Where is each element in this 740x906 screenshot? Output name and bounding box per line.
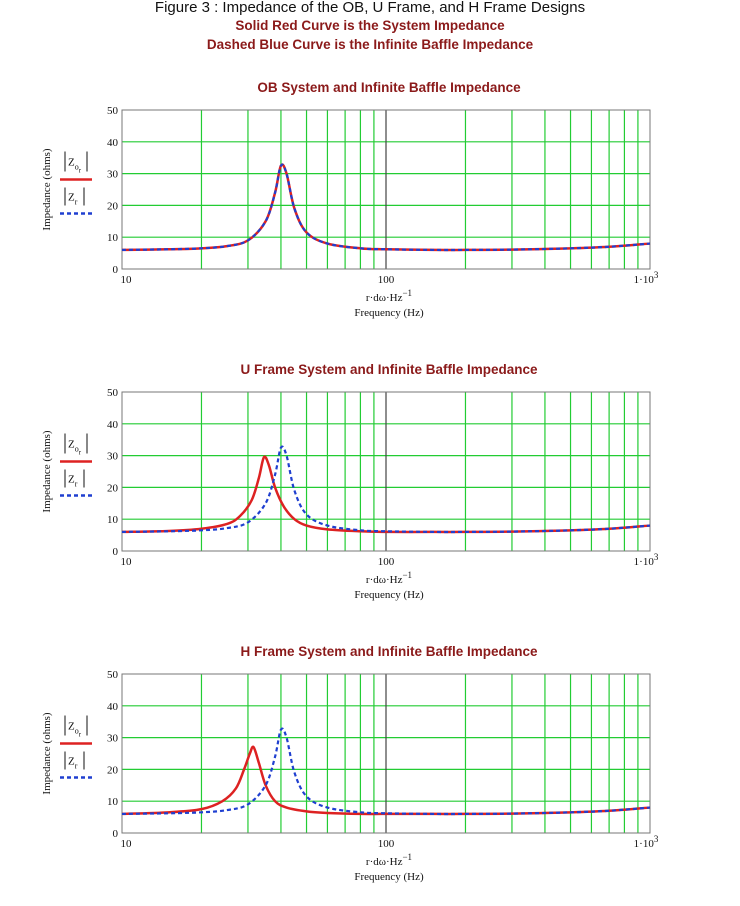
x-axis-expression-exponent: −1 (402, 570, 412, 580)
figure-subtitle-system: Solid Red Curve is the System Impedance (235, 18, 505, 33)
y-tick-label: 40 (107, 419, 119, 431)
chart-h-frame: H Frame System and Infinite Baffle Imped… (41, 644, 659, 883)
y-tick-label: 0 (113, 828, 119, 840)
legend: Zor Zr (60, 433, 92, 497)
series-line-baffle (121, 727, 651, 816)
x-tick-label: 100 (378, 556, 395, 568)
plot-frame (121, 391, 651, 552)
y-tick-label: 10 (107, 232, 119, 244)
legend-entry-system: Zor (68, 439, 82, 457)
legend: Zor Zr (60, 151, 92, 215)
x-tick-exponent: 3 (654, 552, 659, 562)
figure-subtitle-baffle: Dashed Blue Curve is the Infinite Baffle… (206, 37, 534, 52)
y-tick-label: 30 (107, 169, 119, 181)
x-tick-label: 100 (378, 274, 395, 286)
y-axis-label: Impedance (ohms) (41, 712, 53, 794)
x-axis-label: Frequency (Hz) (354, 589, 424, 601)
legend-entry-system: Zor (68, 721, 82, 739)
x-axis-expression: r·dω·Hz−1 (366, 570, 412, 586)
legend-sub: o (75, 445, 79, 454)
legend-sub: r (75, 198, 78, 207)
y-tick-label: 30 (107, 451, 119, 463)
legend-entry-baffle: Zr (68, 192, 78, 207)
legend-entry-baffle: Zr (68, 474, 78, 489)
series-line-baffle (121, 163, 651, 252)
y-tick-label: 0 (113, 264, 119, 276)
x-tick-exponent: 3 (654, 270, 659, 280)
legend-sub: r (75, 762, 78, 771)
x-tick-label: 10 (121, 838, 133, 850)
legend-sub2: r (79, 731, 82, 739)
y-tick-label: 20 (107, 764, 119, 776)
legend-entry-system: Zor (68, 157, 82, 175)
chart-ob: OB System and Infinite Baffle Impedance 0… (41, 80, 659, 319)
y-tick-label: 50 (107, 387, 119, 399)
plot-frame (121, 109, 651, 270)
x-axis-expression-exponent: −1 (402, 288, 412, 298)
y-tick-label: 30 (107, 733, 119, 745)
series-line-baffle (121, 445, 651, 534)
legend-entry-baffle: Zr (68, 756, 78, 771)
y-tick-label: 50 (107, 105, 119, 117)
x-tick-label: 10 (121, 556, 133, 568)
x-axis-expression: r·dω·Hz−1 (366, 852, 412, 868)
chart-title: U Frame System and Infinite Baffle Imped… (240, 362, 538, 377)
y-tick-label: 10 (107, 514, 119, 526)
x-tick-label: 10 (121, 274, 133, 286)
y-tick-label: 20 (107, 482, 119, 494)
legend-sub: o (75, 163, 79, 172)
chart-u-frame: U Frame System and Infinite Baffle Imped… (41, 362, 659, 601)
y-tick-label: 0 (113, 546, 119, 558)
x-axis-label: Frequency (Hz) (354, 307, 424, 319)
x-tick-label: 1·103 (634, 834, 659, 850)
legend: Zor Zr (60, 715, 92, 779)
y-tick-label: 40 (107, 701, 119, 713)
legend-sub2: r (79, 167, 82, 175)
y-tick-label: 40 (107, 137, 119, 149)
y-tick-label: 20 (107, 200, 119, 212)
legend-sub: o (75, 727, 79, 736)
figure-title: Figure 3 : Impedance of the OB, U Frame,… (154, 0, 586, 16)
x-axis-expression: r·dω·Hz−1 (366, 288, 412, 304)
x-tick-label: 100 (378, 838, 395, 850)
x-tick-label: 1·103 (634, 270, 659, 286)
y-axis-label: Impedance (ohms) (41, 148, 53, 230)
y-axis-label: Impedance (ohms) (41, 430, 53, 512)
y-tick-label: 10 (107, 796, 119, 808)
x-tick-exponent: 3 (654, 834, 659, 844)
chart-title: H Frame System and Infinite Baffle Imped… (240, 644, 538, 659)
legend-sub: r (75, 480, 78, 489)
x-tick-label: 1·103 (634, 552, 659, 568)
legend-sub2: r (79, 449, 82, 457)
x-axis-label: Frequency (Hz) (354, 871, 424, 883)
x-axis-expression-exponent: −1 (402, 852, 412, 862)
chart-title: OB System and Infinite Baffle Impedance (257, 80, 521, 95)
y-tick-label: 50 (107, 669, 119, 681)
plot-frame (121, 673, 651, 834)
